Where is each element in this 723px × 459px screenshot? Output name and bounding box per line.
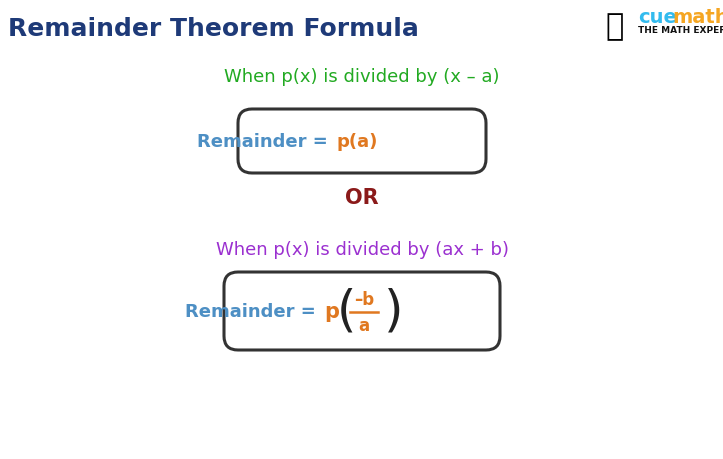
Text: Remainder =: Remainder = <box>185 302 322 320</box>
FancyBboxPatch shape <box>238 110 486 174</box>
Text: (: ( <box>337 287 356 335</box>
Text: When p(x) is divided by (x – a): When p(x) is divided by (x – a) <box>224 68 500 86</box>
Text: p: p <box>324 302 339 321</box>
Text: Remainder Theorem Formula: Remainder Theorem Formula <box>8 17 419 41</box>
Text: ): ) <box>384 287 403 335</box>
Text: 🚀: 🚀 <box>605 12 623 41</box>
Text: a: a <box>359 316 369 334</box>
Text: OR: OR <box>345 188 379 207</box>
Text: –b: –b <box>354 291 374 308</box>
Text: THE MATH EXPERT: THE MATH EXPERT <box>638 26 723 35</box>
Text: math: math <box>672 8 723 27</box>
Text: Remainder =: Remainder = <box>197 133 334 151</box>
Text: p(a): p(a) <box>336 133 377 151</box>
FancyBboxPatch shape <box>224 272 500 350</box>
Text: When p(x) is divided by (ax + b): When p(x) is divided by (ax + b) <box>215 241 508 258</box>
Text: cue: cue <box>638 8 677 27</box>
